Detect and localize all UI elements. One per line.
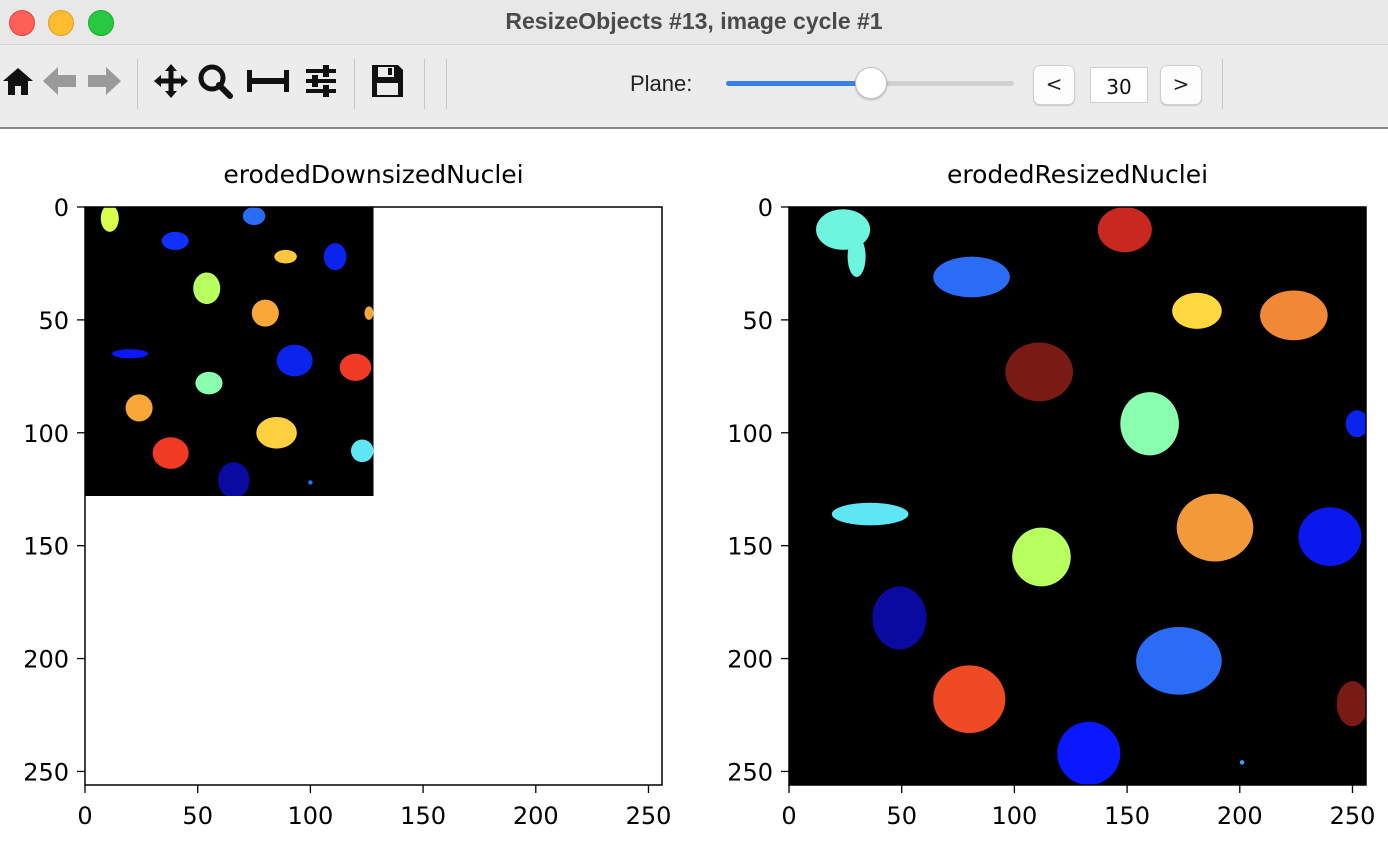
left-axes-frame <box>84 206 663 786</box>
nucleus-object <box>1345 410 1366 438</box>
toolbar-separator <box>137 59 138 109</box>
nucleus-object <box>872 586 927 650</box>
nucleus-object <box>1172 292 1222 329</box>
y-tick-label: 250 <box>727 758 773 786</box>
next-plane-button[interactable]: > <box>1160 65 1202 105</box>
x-tick-label: 250 <box>1330 802 1376 830</box>
navigation-toolbar: Plane: < 30 > <box>0 45 1388 129</box>
x-tick-label: 100 <box>991 802 1037 830</box>
nucleus-object <box>161 231 189 250</box>
toolbar-separator <box>446 59 447 109</box>
toolbar-separator <box>424 59 425 109</box>
back-arrow-icon[interactable] <box>40 59 80 103</box>
nucleus-object <box>933 665 1006 734</box>
nucleus-object <box>1097 207 1152 253</box>
y-tick-label: 200 <box>727 646 773 674</box>
nucleus-object <box>350 439 374 463</box>
window-titlebar: ResizeObjects #13, image cycle #1 <box>0 0 1388 45</box>
nucleus-object <box>308 480 313 485</box>
close-window-button[interactable] <box>9 10 35 36</box>
nucleus-object <box>112 349 149 359</box>
plane-number-input[interactable]: 30 <box>1090 67 1148 103</box>
nucleus-object <box>276 344 313 377</box>
minimize-window-button[interactable] <box>48 10 74 36</box>
window-title: ResizeObjects #13, image cycle #1 <box>505 8 883 34</box>
pan-icon[interactable] <box>152 59 190 103</box>
x-tick-label: 150 <box>1104 802 1150 830</box>
y-tick-label: 0 <box>758 194 773 222</box>
maximize-window-button[interactable] <box>88 10 114 36</box>
toolbar-separator <box>354 59 355 109</box>
x-tick-label: 0 <box>781 802 796 830</box>
nucleus-object <box>274 249 297 264</box>
x-tick-label: 200 <box>513 802 559 830</box>
home-icon[interactable] <box>0 59 36 103</box>
y-tick-label: 200 <box>23 646 69 674</box>
nucleus-object <box>100 207 119 232</box>
nucleus-object <box>217 462 250 496</box>
nucleus-object <box>1260 290 1328 341</box>
nucleus-object <box>242 207 266 226</box>
y-tick-label: 150 <box>23 533 69 561</box>
nucleus-object <box>1012 527 1071 587</box>
y-tick-label: 250 <box>23 758 69 786</box>
nucleus-object <box>1298 507 1362 566</box>
y-tick-label: 0 <box>54 194 69 222</box>
plane-label: Plane: <box>630 71 693 96</box>
nucleus-object <box>251 299 279 327</box>
x-tick-label: 50 <box>886 802 917 830</box>
x-tick-label: 150 <box>400 802 446 830</box>
x-tick-label: 200 <box>1217 802 1263 830</box>
y-tick-label: 100 <box>727 420 773 448</box>
previous-plane-button[interactable]: < <box>1033 65 1075 105</box>
nucleus-object <box>256 416 297 449</box>
nucleus-object <box>1336 681 1366 727</box>
toolbar-separator <box>1222 59 1223 109</box>
zoom-icon[interactable] <box>196 59 234 103</box>
nucleus-object <box>152 437 189 469</box>
y-tick-label: 50 <box>38 307 69 335</box>
configure-icon[interactable] <box>302 59 340 103</box>
y-tick-label: 150 <box>727 533 773 561</box>
x-tick-label: 50 <box>182 802 213 830</box>
nucleus-object <box>1120 392 1179 456</box>
right-plot-title: erodedResizedNuclei <box>946 160 1209 189</box>
plane-slider-fill <box>726 81 870 86</box>
x-tick-label: 250 <box>626 802 672 830</box>
y-tick-label: 100 <box>23 420 69 448</box>
plane-slider-thumb[interactable] <box>855 67 887 99</box>
x-tick-label: 0 <box>77 802 92 830</box>
nucleus-object <box>1057 721 1121 785</box>
y-tick-label: 50 <box>742 307 773 335</box>
right-axes-frame <box>788 206 1367 786</box>
forward-arrow-icon[interactable] <box>84 59 124 103</box>
nucleus-object <box>1005 342 1073 402</box>
right-objects-layer <box>816 207 1366 785</box>
nucleus-object <box>1239 760 1245 765</box>
nucleus-object <box>339 353 372 381</box>
left-objects-layer <box>100 207 374 496</box>
nucleus-object <box>831 502 909 526</box>
nucleus-object <box>193 272 221 305</box>
nucleus-object <box>125 394 153 422</box>
nucleus-object <box>1176 493 1254 562</box>
x-tick-label: 100 <box>287 802 333 830</box>
nucleus-object <box>195 371 223 395</box>
left-plot-title: erodedDownsizedNuclei <box>223 160 524 189</box>
nucleus-object <box>323 243 347 271</box>
nucleus-object <box>933 256 1010 298</box>
subplots-icon[interactable] <box>244 59 292 103</box>
nucleus-object <box>364 306 374 320</box>
nucleus-object <box>1136 626 1222 695</box>
save-icon[interactable] <box>368 59 406 103</box>
nucleus-object <box>847 236 866 277</box>
